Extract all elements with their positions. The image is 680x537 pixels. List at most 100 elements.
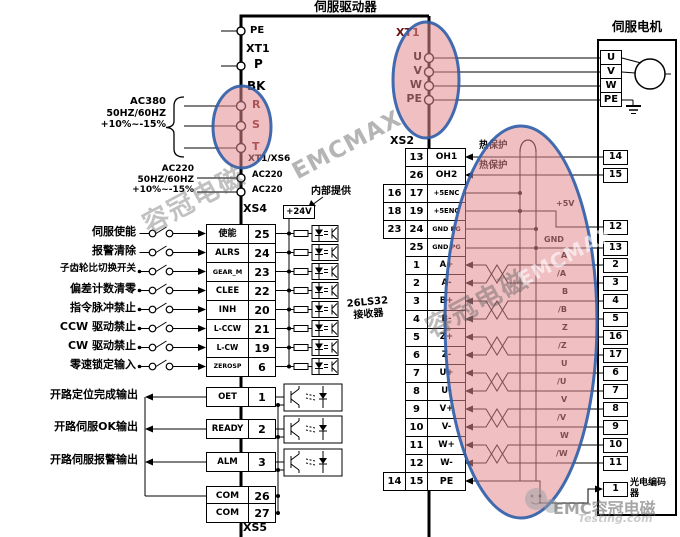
xs2-outer-pin-cell: 18 (383, 202, 406, 221)
plus24v-supply-box: +24V (283, 205, 315, 219)
cable-signal-label: /Z (558, 341, 567, 350)
thermal-protect-b-label: 热保护 (479, 160, 508, 171)
ac380-spec: AC380 50HZ/60HZ +10%~-15% (88, 96, 166, 130)
encoder-pin-cell: 16 (603, 329, 628, 345)
xs5-ext-label: 开路伺服OK输出 (54, 420, 138, 433)
xs2-pin-cell: 15 (405, 472, 428, 491)
wechat-emoji-watermark (525, 488, 558, 513)
xs4-pin-cell: 6 (248, 357, 276, 377)
xs2-signal-cell: Z+ (427, 328, 466, 347)
cable-signal-label: /V (557, 413, 567, 422)
xs2-signal-cell: B- (427, 310, 466, 329)
xs4-signal-cell: ZEROSP (206, 357, 249, 377)
xs2-signal-cell: W+ (427, 436, 466, 455)
watermark-testing: Testing.com (578, 512, 653, 525)
xs2-outer-pin-cell: 14 (383, 472, 406, 491)
xs2-outer-pin-cell: 23 (383, 220, 406, 239)
xs2-signal-cell: B+ (427, 292, 466, 311)
xs2-pin-cell: 5 (405, 328, 428, 347)
xs2-signal-cell: OH2 (427, 166, 466, 185)
encoder-pin-cell: 4 (603, 293, 628, 309)
xs2-pin-cell: 6 (405, 346, 428, 365)
xs2-pin-cell: 1 (405, 256, 428, 275)
t-terminal-label: T (252, 140, 260, 153)
xs4-ext-label: 报警清除 (92, 243, 136, 257)
ac220-pin-a-label: AC220 (252, 170, 283, 180)
xs5-pin-cell: 2 (248, 419, 276, 439)
xs4-signal-cell: CLEE (206, 281, 249, 301)
xs2-pin-cell: 10 (405, 418, 428, 437)
xs2-signal-cell: U+ (427, 364, 466, 383)
ac220-tolerance: +10%~-15% (132, 185, 194, 196)
xt1-right-label: XT1 (396, 26, 420, 39)
xs5-pin-cell: 3 (248, 452, 276, 472)
encoder-pin-cell: 15 (603, 167, 628, 183)
bk-terminal-label: BK (247, 79, 266, 93)
cable-signal-label: +5V (556, 199, 575, 208)
cable-signal-label: /W (556, 449, 568, 458)
xs4-pin-cell: 20 (248, 300, 276, 320)
s-terminal-label: S (252, 118, 260, 131)
xs5-ext-label: 开路伺服报警输出 (50, 453, 138, 466)
xs4-ext-label: 子齿轮比切换开关 (59, 262, 136, 274)
xs4-signal-cell: INH (206, 300, 249, 320)
xt1-left-label: XT1 (246, 42, 270, 55)
encoder-pin-cell: 3 (603, 275, 628, 291)
xt1-pin-label: U (413, 50, 422, 63)
xs2-pin-cell: 12 (405, 454, 428, 473)
xs2-signal-cell: A+ (427, 256, 466, 275)
receiver-label: 26LS32 接收器 (343, 295, 393, 323)
ac220-pin-b-label: AC220 (252, 185, 283, 195)
encoder-pin-cell: 10 (603, 437, 628, 453)
cable-signal-label: V (561, 395, 568, 404)
xs2-pin-cell: 7 (405, 364, 428, 383)
cable-signal-label: GND (544, 235, 564, 244)
encoder-pin-cell: 8 (603, 401, 628, 417)
xs5-common-signal-cell: COM (206, 503, 249, 523)
cable-signal-label: /U (557, 377, 567, 386)
xs2-signal-cell: OH1 (427, 148, 466, 167)
xs2-connector-label: XS2 (390, 134, 415, 147)
cable-signal-label: U (561, 359, 568, 368)
cable-signal-label: /A (557, 269, 567, 278)
encoder-pin-cell: 12 (603, 219, 628, 235)
ac220-spec: AC220 50HZ/60HZ +10%~-15% (96, 164, 194, 196)
xs4-signal-cell: ALRS (206, 243, 249, 263)
encoder-pin-cell: 2 (603, 257, 628, 273)
xs2-signal-cell: W- (427, 454, 466, 473)
xs4-ext-label: 指令脉冲禁止 (70, 300, 136, 314)
internal-supply-note: 内部提供 (311, 186, 351, 197)
motor-terminal-cell: PE (600, 92, 622, 107)
motor-title: 伺服电机 (611, 19, 662, 34)
xs2-pin-cell: 25 (405, 238, 428, 257)
xs2-pin-cell: 2 (405, 274, 428, 293)
xs2-signal-cell: U- (427, 382, 466, 401)
xs2-pin-cell: 4 (405, 310, 428, 329)
xs2-pin-cell: 3 (405, 292, 428, 311)
cable-signal-label: B (562, 287, 569, 296)
encoder-pin-cell: 6 (603, 365, 628, 381)
highlight-cable-ellipse (443, 124, 599, 520)
encoder-pin-cell: 1 (603, 481, 628, 497)
ac380-tolerance: +10%~-15% (100, 119, 166, 130)
r-terminal-label: R (252, 98, 261, 111)
xs5-connector-label: XS5 (243, 521, 268, 534)
encoder-pin-cell: 5 (603, 311, 628, 327)
xs2-signal-cell: A- (427, 274, 466, 293)
xs4-pin-cell: 22 (248, 281, 276, 301)
encoder-pin-cell: 17 (603, 347, 628, 363)
ac220-voltage: AC220 (161, 164, 194, 174)
xt1-pin-label: V (413, 64, 422, 77)
encoder-pin-cell: 9 (603, 419, 628, 435)
xt1-pin-label: W (409, 78, 422, 91)
xs2-signal-cell: GND PG (427, 238, 466, 257)
pe-terminal-label: PE (250, 25, 265, 36)
xs4-ext-label: 零速锁定输入 (70, 357, 136, 371)
xs2-signal-cell: +5ENC (427, 202, 466, 221)
motor-terminal-cell: V (600, 64, 622, 79)
ac220-frequency: 50HZ/60HZ (137, 174, 194, 185)
cable-signal-label: /B (558, 305, 568, 314)
xs4-signal-cell: GEAR_M (206, 262, 249, 282)
xt1-xs6-label: XT1/XS6 (248, 154, 291, 164)
